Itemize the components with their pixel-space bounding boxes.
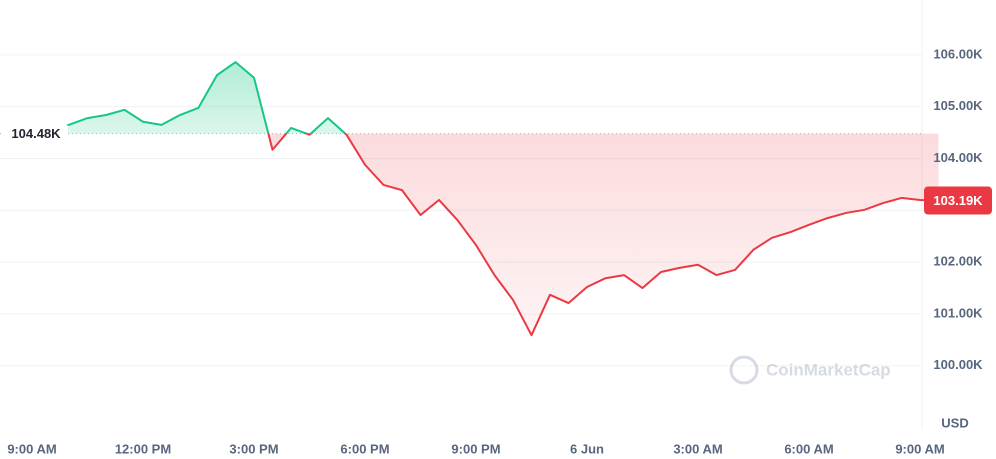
reference-label: 104.48K [11, 126, 61, 141]
reference-badge [4, 123, 68, 144]
price-area [13, 62, 939, 336]
y-tick-label: 104.00K [933, 150, 983, 165]
current-price-badge [924, 186, 992, 215]
y-tick-label: 106.00K [933, 46, 983, 61]
y-tick-label: 101.00K [933, 305, 983, 320]
current-price-label: 103.19K [933, 193, 983, 208]
x-tick-label: 9:00 PM [451, 441, 500, 456]
x-tick-label: 6:00 PM [340, 441, 389, 456]
x-tick-label: 3:00 PM [229, 441, 278, 456]
watermark: CoinMarketCap [729, 355, 891, 385]
x-tick-label: 12:00 PM [115, 441, 171, 456]
x-tick-label: 9:00 AM [7, 441, 56, 456]
x-tick-label: 6:00 AM [784, 441, 833, 456]
y-tick-label: 100.00K [933, 357, 983, 372]
x-tick-label: 3:00 AM [673, 441, 722, 456]
x-tick-label: 9:00 AM [895, 441, 944, 456]
y-tick-label: 105.00K [933, 98, 983, 113]
watermark-text: CoinMarketCap [766, 360, 891, 379]
price-line [13, 61, 939, 337]
y-tick-label: 102.00K [933, 254, 983, 269]
y-axis-label: USD [941, 415, 968, 430]
x-tick-label: 6 Jun [570, 441, 604, 456]
